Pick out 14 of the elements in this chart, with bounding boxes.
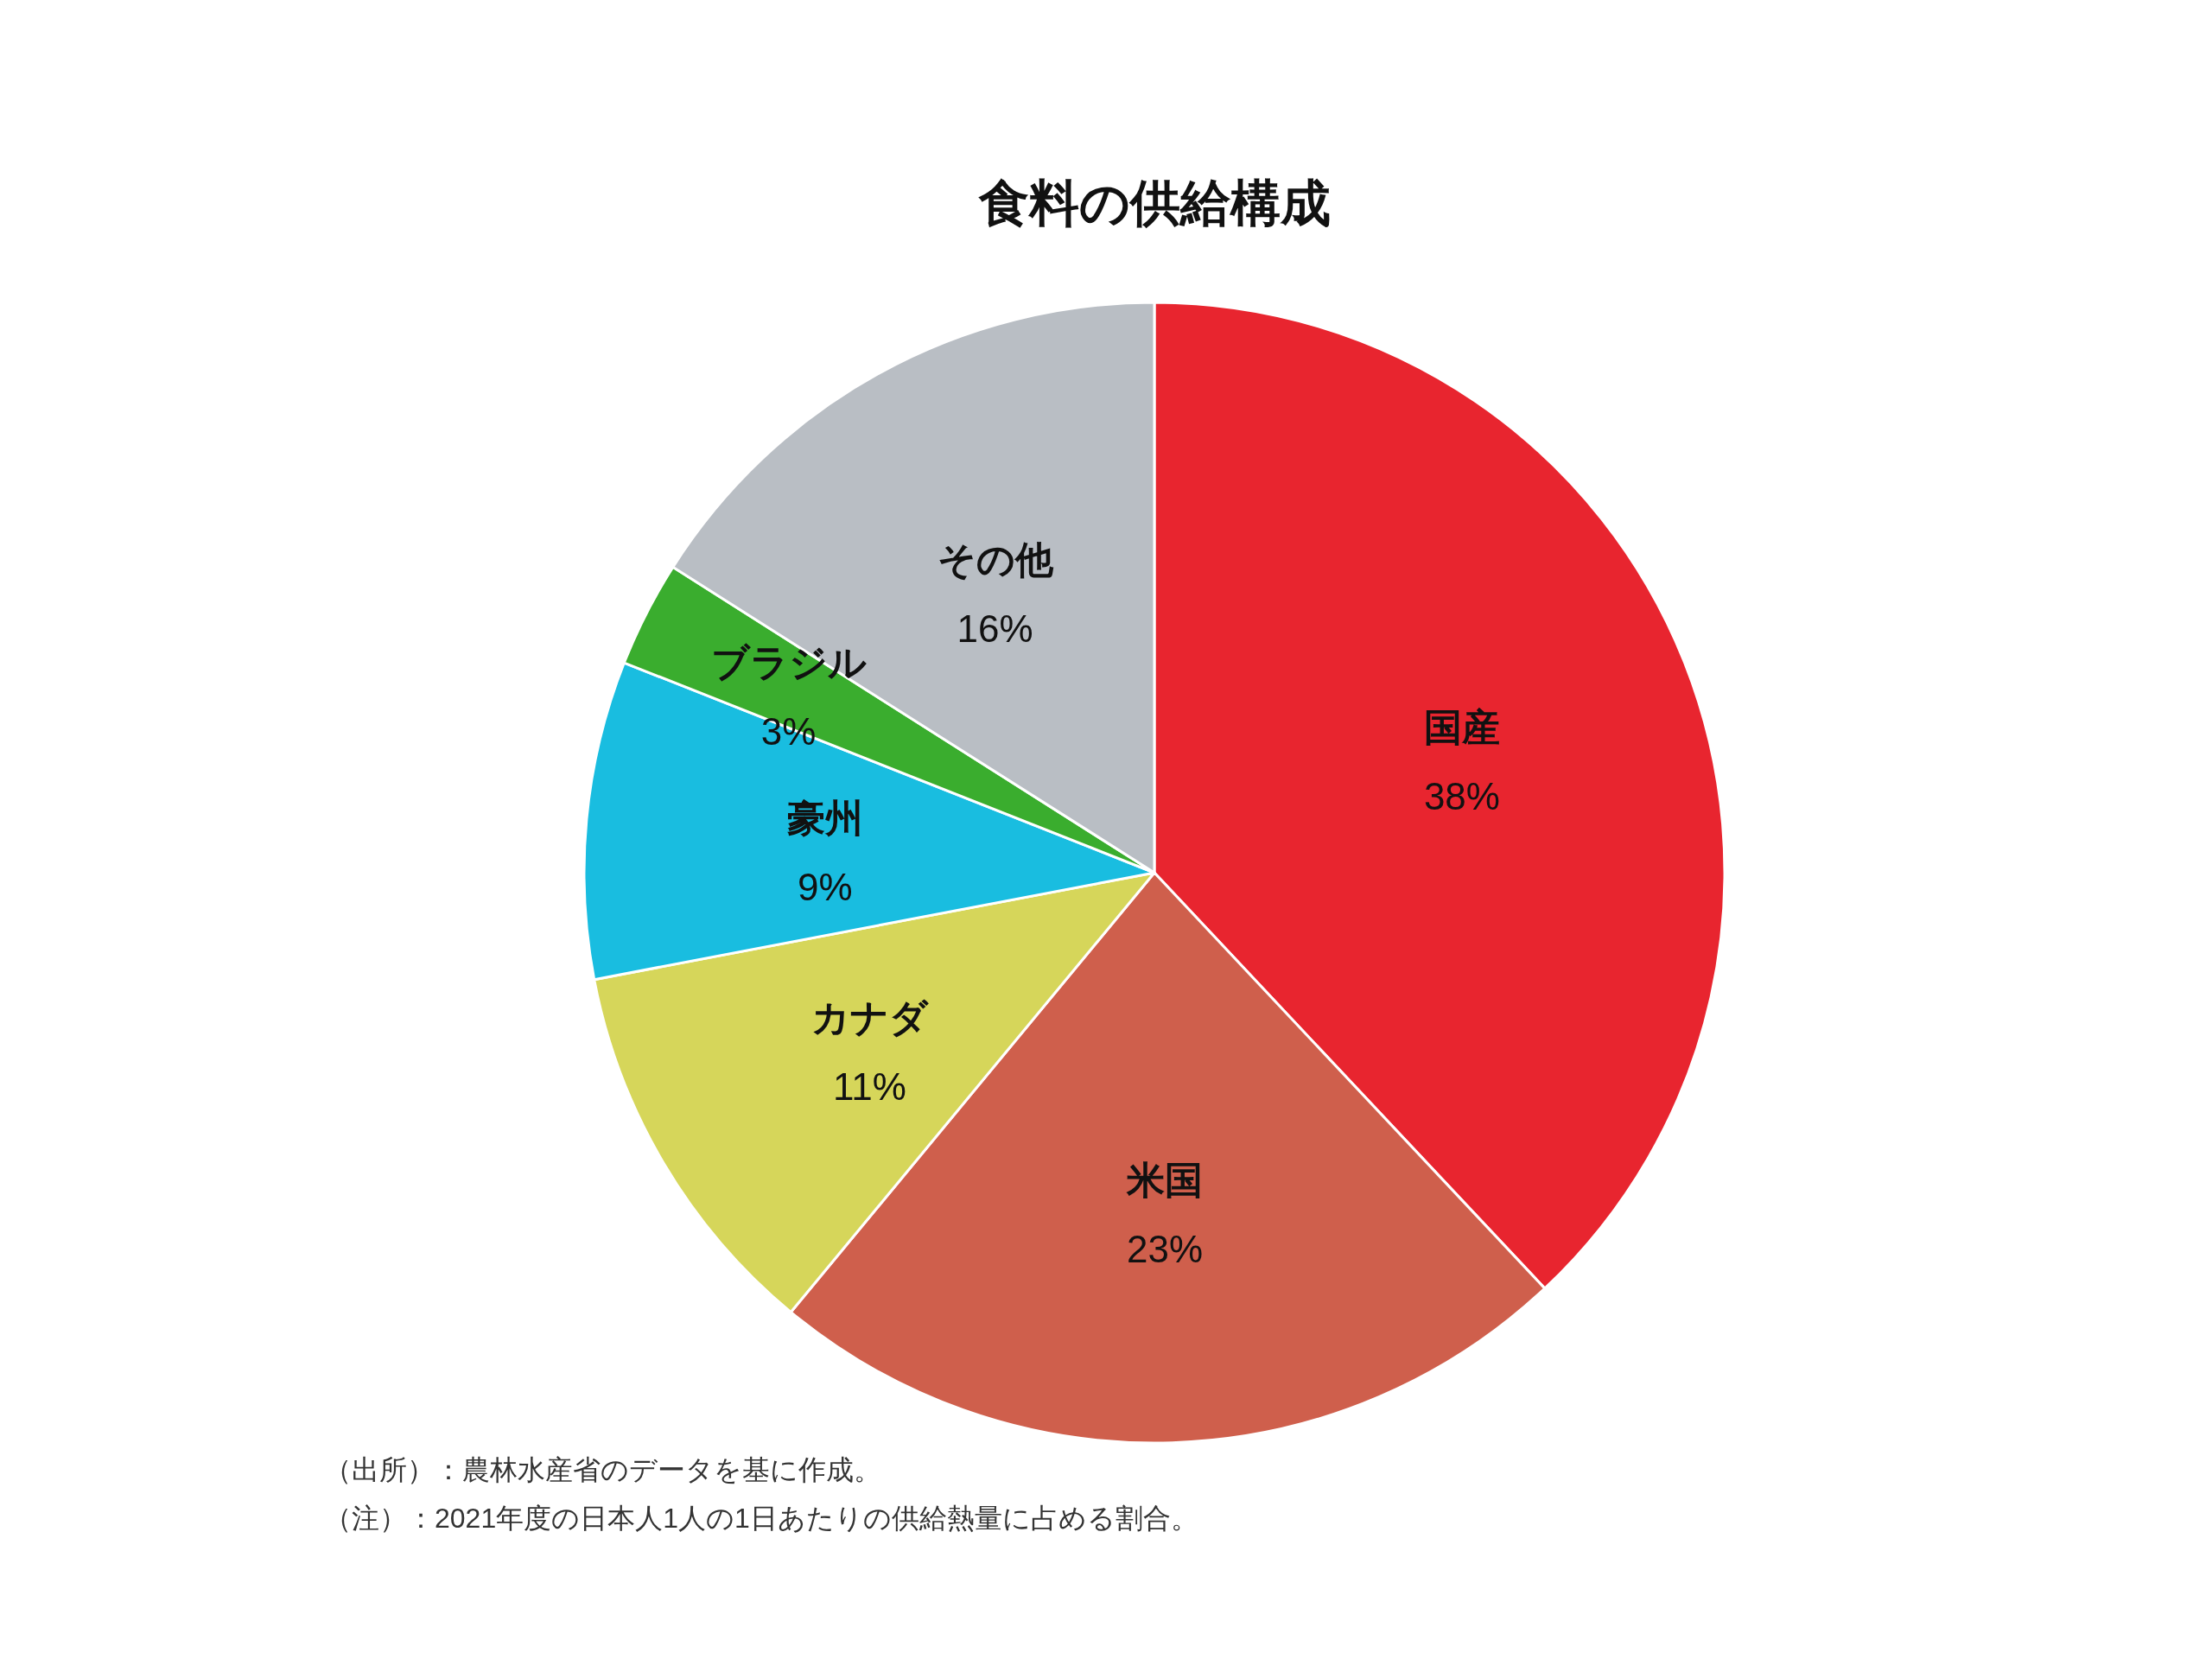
- data-label: 11%: [833, 1065, 906, 1108]
- text: （注）：2021年度の日本人1人の1日あたりの供給熱量に占める割合。: [324, 1503, 1198, 1534]
- slice-label: カナダ: [811, 995, 930, 1039]
- chart-title: 食料の供給構成: [977, 175, 1331, 231]
- slice-label: 豪州: [786, 796, 863, 839]
- data-label: 16%: [957, 607, 1033, 650]
- data-label: 23%: [1126, 1227, 1204, 1270]
- data-label: 38%: [1423, 775, 1500, 818]
- text: （出所）：農林水産省のデータを基に作成。: [324, 1454, 881, 1485]
- slice-label: 米国: [1126, 1158, 1204, 1201]
- data-label: 9%: [798, 865, 853, 908]
- slice-label: その他: [937, 537, 1054, 581]
- slice-label: 国産: [1423, 706, 1500, 749]
- slice-label: ブラジル: [710, 641, 867, 684]
